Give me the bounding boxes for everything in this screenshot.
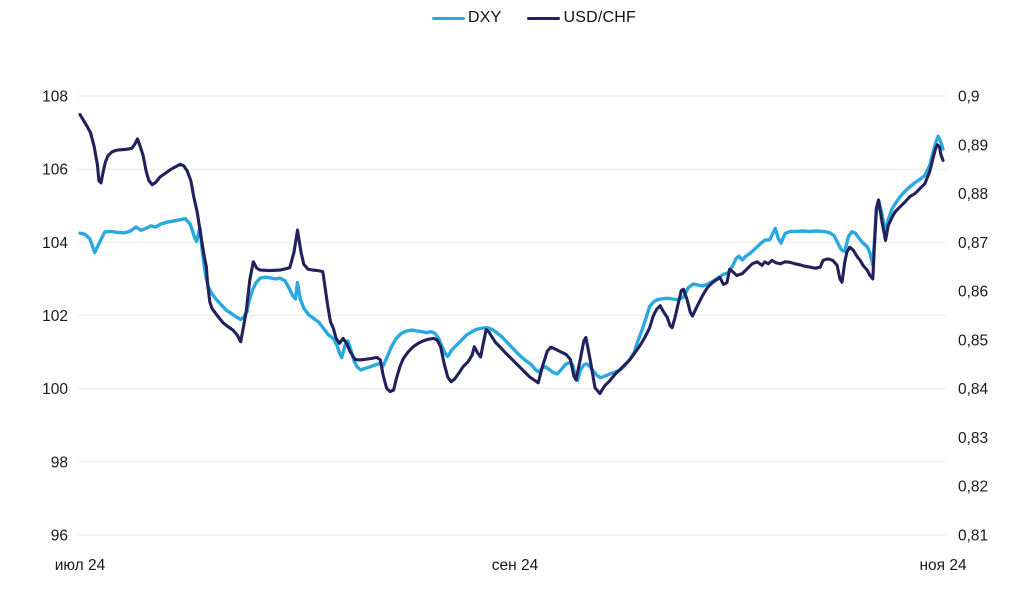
x-axis-tick-label: сен 24 bbox=[492, 557, 539, 574]
y-axis-left-tick-label: 98 bbox=[51, 454, 68, 471]
series-line-usd-chf bbox=[78, 112, 945, 396]
y-axis-left-tick-label: 102 bbox=[42, 308, 68, 325]
chart-legend: DXY USD/CHF bbox=[22, 9, 1024, 27]
legend-item-dxy: DXY bbox=[431, 9, 502, 27]
y-axis-right-tick-label: 0,82 bbox=[958, 479, 988, 496]
usdchf-line-swatch-icon bbox=[527, 16, 561, 20]
y-axis-right-tick-label: 0,85 bbox=[958, 332, 988, 349]
y-axis-left-tick-label: 100 bbox=[42, 381, 68, 398]
y-axis-left-tick-label: 108 bbox=[42, 89, 68, 106]
y-axis-right-tick-label: 0,88 bbox=[958, 186, 988, 203]
legend-label-usdchf: USD/CHF bbox=[563, 9, 636, 26]
x-axis-tick-label: июл 24 bbox=[55, 557, 106, 574]
y-axis-left-tick-label: 104 bbox=[42, 235, 68, 252]
legend-item-usdchf: USD/CHF bbox=[527, 9, 636, 27]
y-axis-right-tick-label: 0,81 bbox=[958, 528, 988, 545]
y-axis-left-tick-label: 106 bbox=[42, 162, 68, 179]
y-axis-right-tick-label: 0,9 bbox=[958, 89, 980, 106]
legend-label-dxy: DXY bbox=[467, 9, 502, 26]
y-axis-right-tick-label: 0,83 bbox=[958, 430, 988, 447]
x-axis-tick-label: ноя 24 bbox=[919, 557, 967, 574]
series-line-dxy bbox=[78, 134, 945, 383]
y-axis-right-tick-label: 0,87 bbox=[958, 235, 988, 252]
y-axis-left-tick-label: 96 bbox=[51, 528, 68, 545]
dxy-line-swatch-icon bbox=[431, 16, 465, 20]
y-axis-right-tick-label: 0,89 bbox=[958, 137, 988, 154]
y-axis-right-tick-label: 0,86 bbox=[958, 284, 988, 301]
y-axis-right-tick-label: 0,84 bbox=[958, 381, 989, 398]
